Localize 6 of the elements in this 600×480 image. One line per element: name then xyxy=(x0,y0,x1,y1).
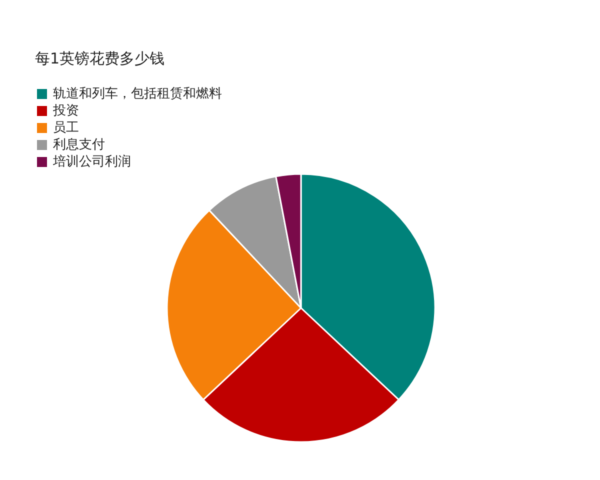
chart-title: 每1英镑花费多少钱 xyxy=(35,50,165,68)
legend-label: 投资 xyxy=(52,104,79,118)
legend-label: 轨道和列车，包括租赁和燃料 xyxy=(53,86,222,102)
legend-label: 员工 xyxy=(53,120,79,136)
legend-label: 利息支付 xyxy=(53,138,105,152)
legend-label: 培训公司利润 xyxy=(52,154,131,170)
